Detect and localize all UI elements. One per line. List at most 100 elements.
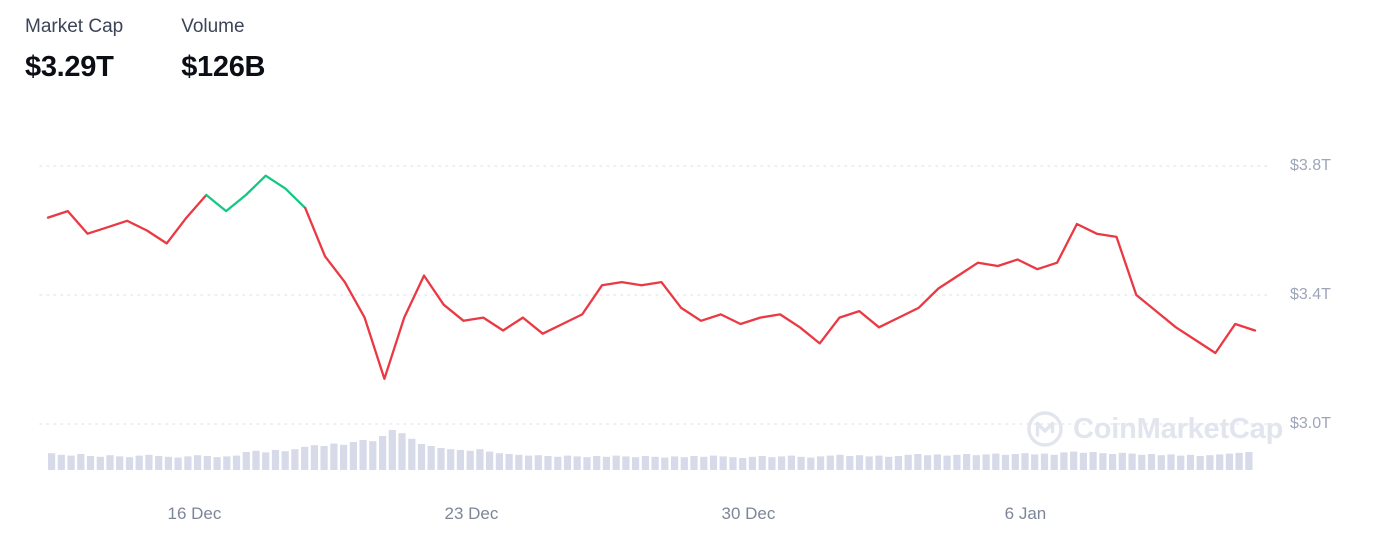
x-axis-tick-label: 30 Dec (721, 504, 776, 523)
volume-bar (1021, 453, 1029, 470)
volume-bar (525, 455, 533, 470)
volume-bar (1147, 454, 1156, 470)
volume-bar (135, 455, 143, 470)
coinmarketcap-watermark: CoinMarketCap (1026, 410, 1283, 448)
volume-bar (1186, 454, 1195, 470)
volume-bar (690, 456, 698, 470)
volume-bar (593, 456, 601, 470)
volume-bar (885, 456, 893, 470)
volume-bar (787, 455, 795, 470)
volume-bar (807, 457, 815, 470)
volume-bar (914, 454, 922, 470)
volume-bar (1011, 454, 1019, 470)
volume-stat: Volume $126B (181, 16, 265, 84)
volume-bar (953, 454, 961, 470)
volume-bar (1001, 454, 1010, 470)
volume-bar (1216, 454, 1224, 470)
volume-bar (77, 454, 85, 470)
y-axis-tick-label: $3.8T (1290, 157, 1331, 174)
volume-bar (1040, 453, 1049, 470)
volume-bar (943, 455, 951, 470)
volume-bar (495, 453, 503, 470)
y-axis-tick-label: $3.0T (1290, 415, 1331, 432)
volume-bar (116, 456, 124, 470)
volume-bar (398, 433, 406, 470)
volume-bar (242, 452, 250, 470)
volume-bar (456, 450, 464, 470)
volume-bar (904, 454, 912, 470)
volume-bar (1235, 452, 1243, 470)
volume-bar (573, 456, 581, 470)
volume-bar (106, 455, 114, 470)
volume-bar (554, 456, 562, 470)
volume-bar (700, 456, 708, 470)
volume-bar (612, 455, 620, 470)
volume-bar (963, 454, 971, 470)
volume-bar (291, 449, 299, 470)
volume-bar (349, 442, 357, 470)
volume-value: $126B (181, 51, 266, 83)
volume-bar (1118, 452, 1126, 470)
volume-bar (729, 457, 737, 470)
volume-bar (768, 457, 776, 470)
volume-bar (836, 454, 844, 470)
volume-bar (865, 456, 873, 470)
x-axis-tick-label: 6 Jan (1004, 504, 1047, 523)
volume-bar (359, 440, 367, 470)
volume-bar (1245, 452, 1253, 470)
x-axis-labels: 16 Dec 23 Dec 30 Dec 6 Jan (0, 504, 1380, 530)
volume-bar (651, 456, 659, 470)
volume-bar (632, 457, 640, 470)
volume-bar (1089, 452, 1097, 470)
volume-bar (1225, 453, 1233, 470)
volume-bar (826, 455, 834, 470)
volume-bar (992, 453, 1000, 470)
volume-bar (184, 456, 192, 470)
volume-bar (602, 456, 610, 470)
volume-bar (846, 456, 854, 470)
volume-bar (778, 456, 786, 470)
volume-bar (310, 445, 318, 470)
volume-bar (933, 454, 941, 470)
volume-bar (388, 430, 396, 470)
chart-stats: Market Cap $3.29T Volume $126B (25, 16, 265, 84)
y-axis-tick-label: $3.4T (1290, 286, 1331, 303)
volume-bar (982, 454, 990, 470)
volume-bar (379, 436, 387, 470)
coinmarketcap-logo-icon (1027, 411, 1063, 447)
volume-bar (661, 457, 669, 470)
volume-bar (48, 453, 56, 470)
volume-bar (476, 449, 484, 470)
volume-bar (1167, 454, 1175, 470)
volume-bar (515, 454, 523, 470)
market-cap-line (304, 206, 1257, 380)
volume-bar (57, 454, 65, 470)
x-axis-tick-label: 23 Dec (444, 504, 499, 523)
volume-bar (155, 456, 163, 470)
volume-bar (739, 458, 747, 470)
volume-bar (622, 456, 630, 470)
volume-bar (223, 456, 231, 470)
volume-bar (486, 451, 494, 470)
volume-bar (748, 456, 756, 470)
volume-bar (232, 455, 241, 470)
volume-bar (67, 455, 75, 470)
watermark-text: CoinMarketCap (1073, 412, 1284, 445)
x-axis-tick-label: 16 Dec (167, 504, 222, 523)
volume-bar (281, 451, 289, 470)
volume-bar (534, 455, 542, 470)
volume-bar (1079, 452, 1087, 470)
volume-bar (544, 456, 552, 470)
volume-bar (427, 446, 435, 470)
market-cap-value: $3.29T (25, 51, 114, 83)
volume-bar (1109, 454, 1117, 470)
volume-bar (1099, 453, 1107, 470)
volume-label: Volume (181, 16, 245, 37)
volume-bar (875, 455, 883, 470)
market-cap-line (205, 174, 307, 213)
volume-bar (203, 456, 211, 470)
volume-bar (1196, 456, 1204, 470)
volume-bar (1070, 451, 1078, 470)
volume-bar (583, 457, 591, 470)
